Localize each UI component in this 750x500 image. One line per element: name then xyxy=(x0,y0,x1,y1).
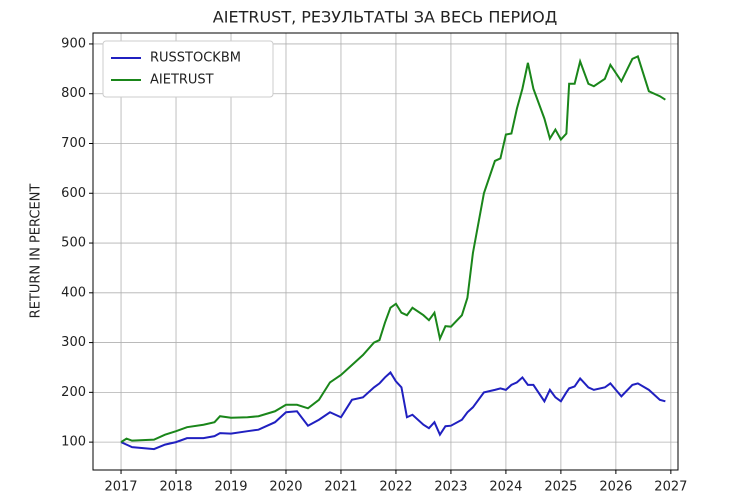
x-tick-label: 2025 xyxy=(544,480,577,495)
y-tick-label: 300 xyxy=(61,335,86,350)
plot-frame xyxy=(92,32,679,471)
y-tick-label: 400 xyxy=(61,285,86,300)
series-line xyxy=(120,370,666,451)
y-tick-label: 100 xyxy=(61,435,86,450)
legend-box xyxy=(102,40,274,98)
series-line xyxy=(120,55,666,443)
legend-label: RUSSTOCKBM xyxy=(150,51,241,66)
legend-label: AIETRUST xyxy=(150,73,214,88)
y-tick-label: 900 xyxy=(61,36,86,51)
x-tick-label: 2017 xyxy=(104,480,137,495)
y-tick-label: 500 xyxy=(61,236,86,251)
y-tick-label: 600 xyxy=(61,186,86,201)
x-tick-label: 2022 xyxy=(379,480,412,495)
y-tick-label: 200 xyxy=(61,385,86,400)
x-tick-label: 2021 xyxy=(324,480,357,495)
y-tick-label: 700 xyxy=(61,136,86,151)
y-axis-label: RETURN IN PERCENT xyxy=(29,184,44,319)
x-tick-label: 2020 xyxy=(269,480,302,495)
x-tick-label: 2018 xyxy=(159,480,192,495)
x-tick-label: 2023 xyxy=(434,480,467,495)
chart-title: AIETRUST, РЕЗУЛЬТАТЫ ЗА ВЕСЬ ПЕРИОД xyxy=(213,8,557,27)
x-tick-label: 2026 xyxy=(599,480,632,495)
x-tick-label: 2019 xyxy=(214,480,247,495)
y-tick-label: 800 xyxy=(61,86,86,101)
x-tick-label: 2027 xyxy=(654,480,687,495)
x-tick-label: 2024 xyxy=(489,480,522,495)
